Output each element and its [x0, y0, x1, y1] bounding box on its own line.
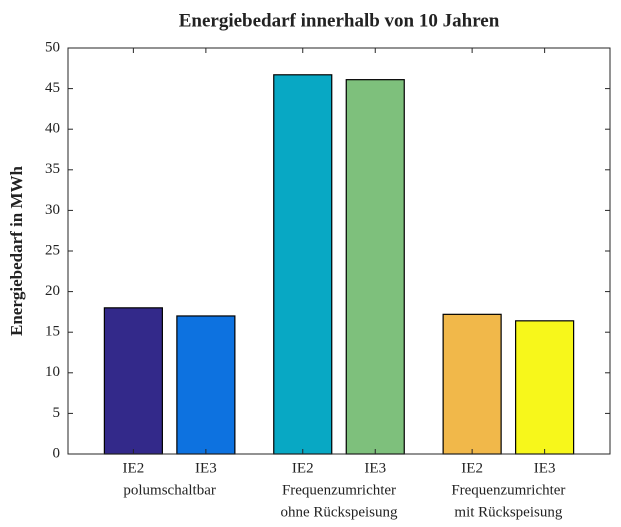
group-label: Frequenzumrichter: [282, 482, 396, 498]
x-tick-label: IE3: [195, 460, 217, 476]
chart-title: Energiebedarf innerhalb von 10 Jahren: [179, 10, 500, 31]
group-label: polumschaltbar: [123, 482, 215, 498]
x-tick-label: IE2: [123, 460, 145, 476]
y-tick-label: 15: [45, 324, 60, 340]
y-tick-label: 30: [45, 202, 60, 218]
y-tick-label: 35: [45, 161, 60, 177]
x-tick-label: IE3: [364, 460, 386, 476]
x-tick-label: IE2: [461, 460, 483, 476]
y-axis-label: Energiebedarf in MWh: [7, 165, 26, 336]
group-label: mit Rückspeisung: [454, 504, 562, 520]
bar: [176, 315, 236, 455]
x-tick-label: IE2: [292, 460, 314, 476]
group-label: Frequenzumrichter: [451, 482, 565, 498]
y-tick-label: 40: [45, 121, 60, 137]
bar: [442, 313, 502, 455]
group-label: ohne Rückspeisung: [280, 504, 398, 520]
bar: [345, 79, 405, 455]
y-tick-label: 45: [45, 80, 60, 96]
y-tick-label: 0: [53, 445, 61, 461]
y-tick-label: 25: [45, 242, 60, 258]
y-tick-label: 20: [45, 283, 60, 299]
y-tick-label: 10: [45, 364, 60, 380]
bar: [103, 307, 163, 455]
y-tick-label: 5: [53, 405, 61, 421]
bar: [515, 320, 575, 455]
y-tick-label: 50: [45, 39, 60, 55]
bar: [273, 74, 333, 455]
plot-frame: [67, 47, 611, 455]
x-tick-label: IE3: [534, 460, 556, 476]
